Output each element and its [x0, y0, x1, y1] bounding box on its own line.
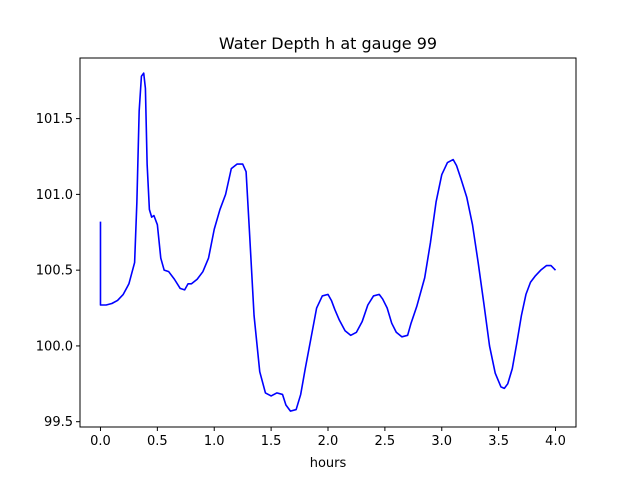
- y-tick-label: 101.5: [36, 112, 73, 127]
- x-tick-label: 1.0: [204, 434, 225, 449]
- x-tick-label: 0.0: [90, 434, 111, 449]
- x-tick-label: 3.5: [488, 434, 509, 449]
- x-tick-label: 3.0: [431, 434, 452, 449]
- series-line-0: [99, 72, 557, 412]
- y-tick-label: 99.5: [44, 415, 73, 430]
- y-tick-label: 100.5: [36, 264, 73, 279]
- x-tick-label: 2.0: [318, 434, 339, 449]
- y-tick-label: 101.0: [36, 188, 73, 203]
- x-tick-label: 4.0: [545, 434, 566, 449]
- ticks-layer: 0.0 0.5 1.0 1.5 2.0 2.5 3.0 3.5 4.0 99.5 100.0 100.…: [36, 112, 566, 449]
- series-layer: [99, 72, 557, 412]
- x-tick-label: 0.5: [147, 434, 168, 449]
- y-tick-label: 100.0: [36, 339, 73, 354]
- axes-frame: [79, 57, 577, 428]
- x-axis-label: hours: [310, 456, 347, 471]
- x-tick-label: 1.5: [261, 434, 282, 449]
- x-tick-label: 2.5: [375, 434, 396, 449]
- chart-title: Water Depth h at gauge 99: [219, 34, 437, 53]
